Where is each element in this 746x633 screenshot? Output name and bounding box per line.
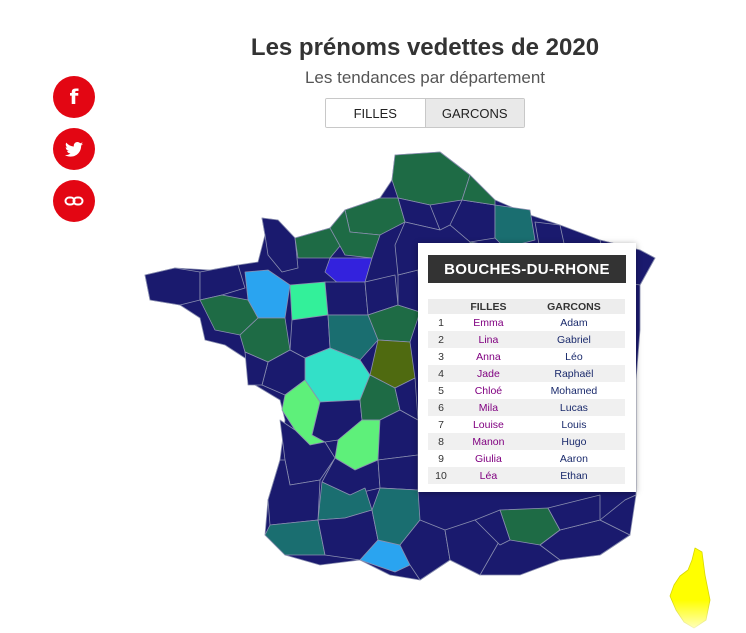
rank-cell: 2 bbox=[428, 331, 454, 348]
table-row: 8 Manon Hugo bbox=[428, 433, 625, 450]
garcon-name: Raphaël bbox=[522, 365, 625, 382]
dept-gard bbox=[474, 509, 511, 546]
page-title: Les prénoms vedettes de 2020 bbox=[250, 34, 600, 61]
fille-name: Chloé bbox=[474, 384, 503, 397]
garcon-name: Hugo bbox=[522, 433, 625, 450]
garcon-name: Aaron bbox=[559, 452, 588, 465]
dept-lot bbox=[377, 454, 419, 491]
gender-toggle[interactable]: FILLES GARCONS bbox=[325, 98, 525, 128]
bottom-fade bbox=[0, 600, 746, 633]
dept-hautes-alpes bbox=[547, 494, 601, 531]
table-row: 7 Louise Louis bbox=[428, 416, 625, 433]
filles-header: FILLES bbox=[454, 299, 523, 314]
fille-name: Jade bbox=[454, 365, 523, 382]
dept-cotes-armor bbox=[199, 264, 246, 301]
rank-header bbox=[428, 299, 454, 314]
dept-nord bbox=[391, 151, 471, 206]
names-table: FILLES GARCONS 1 Emma Adam 2 Lina Gabriel 3 A… bbox=[428, 299, 625, 484]
rank-cell: 4 bbox=[428, 365, 454, 382]
dept-manche bbox=[261, 217, 299, 273]
link-icon bbox=[64, 196, 84, 206]
dept-sarthe bbox=[324, 281, 369, 316]
garcons-header: GARCONS bbox=[522, 299, 625, 314]
rank-cell: 1 bbox=[438, 316, 444, 329]
facebook-share-button[interactable]: f bbox=[53, 76, 95, 118]
table-row: 10 Léa Ethan bbox=[428, 467, 625, 484]
table-row: 4 Jade Raphaël bbox=[428, 365, 625, 382]
tab-garcons[interactable]: GARCONS bbox=[425, 99, 524, 127]
rank-cell: 8 bbox=[428, 433, 454, 450]
table-row: 5 Chloé Mohamed bbox=[428, 382, 625, 399]
copy-link-button[interactable] bbox=[53, 180, 95, 222]
rank-cell: 9 bbox=[438, 452, 444, 465]
rank-cell: 5 bbox=[438, 384, 444, 397]
fille-name: Giulia bbox=[474, 452, 502, 465]
table-row: 9 Giulia Aaron bbox=[428, 450, 625, 467]
twitter-icon bbox=[65, 141, 83, 157]
rank-cell: 10 bbox=[428, 467, 454, 484]
dept-alpes-maritimes bbox=[599, 494, 637, 536]
fille-name: Louise bbox=[472, 418, 504, 431]
dept-yonne bbox=[397, 269, 421, 313]
rank-cell: 7 bbox=[438, 418, 444, 431]
garcon-name: Gabriel bbox=[522, 331, 625, 348]
table-row: 3 Anna Léo bbox=[428, 348, 625, 365]
table-row: 6 Mila Lucas bbox=[428, 399, 625, 416]
dept-vendee bbox=[244, 351, 269, 386]
garcon-name: Louis bbox=[561, 418, 587, 431]
fille-name: Manon bbox=[454, 433, 523, 450]
dept-calvados bbox=[294, 227, 346, 259]
tab-filles[interactable]: FILLES bbox=[326, 99, 426, 127]
garcon-name: Adam bbox=[560, 316, 588, 329]
tooltip-department-name: BOUCHES-DU-RHONE bbox=[428, 255, 626, 283]
dept-moselle bbox=[494, 204, 536, 249]
fille-name: Lina bbox=[454, 331, 523, 348]
table-header-row: FILLES GARCONS bbox=[428, 299, 625, 314]
fille-name: Léa bbox=[454, 467, 523, 484]
garcon-name: Léo bbox=[565, 350, 583, 363]
twitter-share-button[interactable] bbox=[53, 128, 95, 170]
garcon-name: Ethan bbox=[522, 467, 625, 484]
facebook-icon: f bbox=[69, 85, 79, 109]
dept-finistere bbox=[144, 267, 201, 306]
rank-cell: 3 bbox=[438, 350, 444, 363]
garcon-name: Lucas bbox=[522, 399, 625, 416]
fille-name: Mila bbox=[454, 399, 523, 416]
fille-name: Emma bbox=[473, 316, 504, 329]
rank-cell: 6 bbox=[428, 399, 454, 416]
table-row: 1 Emma Adam bbox=[428, 314, 625, 331]
garcon-name: Mohamed bbox=[550, 384, 598, 397]
fille-name: Anna bbox=[476, 350, 501, 363]
page-subtitle: Les tendances par département bbox=[304, 68, 546, 87]
department-tooltip: BOUCHES-DU-RHONE FILLES GARCONS 1 Emma Ada… bbox=[418, 243, 636, 492]
table-row: 2 Lina Gabriel bbox=[428, 331, 625, 348]
dept-pyrenees-atlantiques bbox=[264, 519, 326, 556]
dept-mayenne bbox=[289, 281, 329, 321]
